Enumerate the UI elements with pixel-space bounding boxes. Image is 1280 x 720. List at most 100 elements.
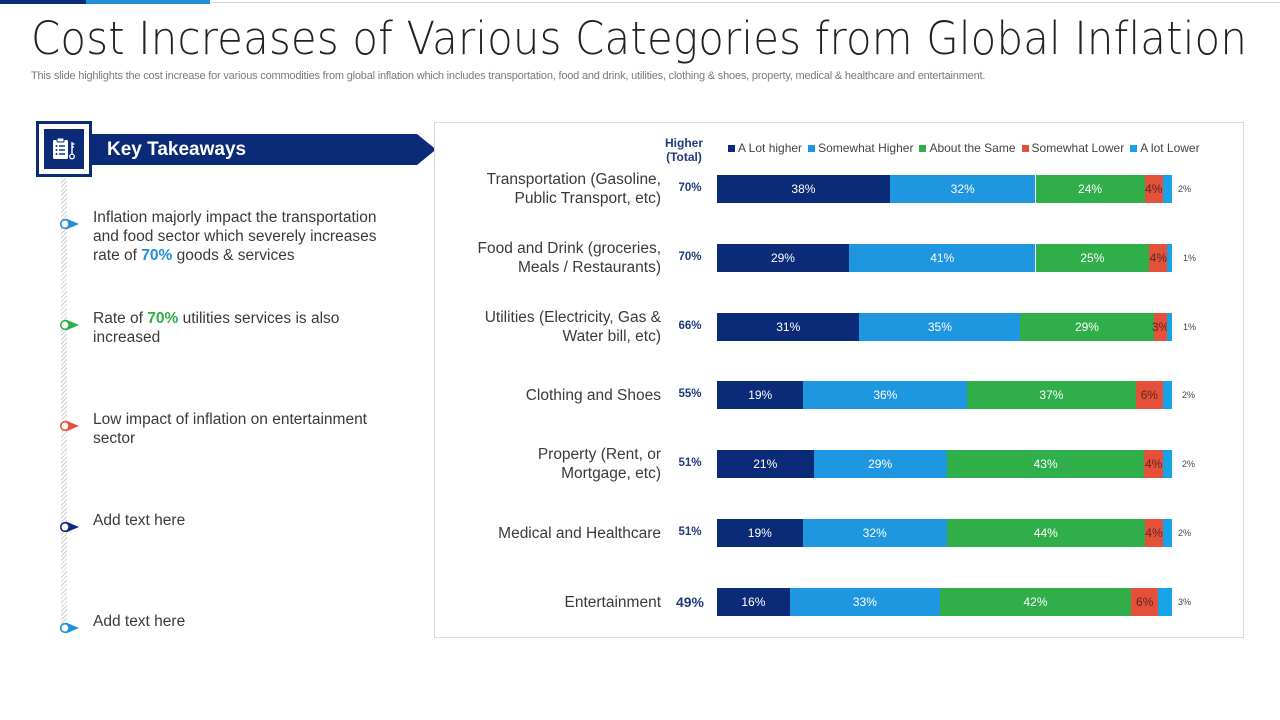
bar-segment: 16% (717, 588, 790, 616)
takeaway-highlight: 70% (147, 310, 179, 327)
bar-value-label: 6% (1136, 595, 1154, 609)
page-title: Cost Increases of Various Categories fro… (31, 12, 1248, 65)
bar-value-label: 32% (950, 182, 975, 196)
bar-segment: 42% (939, 588, 1132, 616)
takeaway-text-part: Add text here (93, 613, 186, 630)
chart-frame (434, 122, 1244, 638)
takeaway-text-part: utilities services is also increased (93, 310, 340, 346)
bar-value-label: 25% (1080, 251, 1105, 265)
total-label: 49% (675, 594, 705, 610)
bar-segment: 6% (1131, 588, 1159, 616)
legend-item: A lot Lower (1130, 141, 1200, 155)
takeaway-highlight: 70% (141, 247, 173, 264)
takeaway-text-part: Add text here (93, 512, 186, 529)
bar-value-label-outside: 2% (1178, 528, 1192, 538)
bar-value-label: 6% (1140, 388, 1158, 402)
takeaway-text: Add text here (93, 612, 393, 631)
total-label: 51% (678, 457, 702, 469)
legend-swatch (808, 144, 816, 152)
arrow-marker-icon (59, 622, 79, 634)
bar-value-label: 42% (1023, 595, 1048, 609)
bar-value-label: 44% (1033, 526, 1058, 540)
bar-value-label: 16% (741, 595, 766, 609)
category-label: Property (Rent, or Mortgage, etc) (537, 446, 661, 482)
bar-value-label: 19% (747, 526, 772, 540)
legend-item: Somewhat Higher (808, 141, 913, 155)
bar-value-label: 37% (1039, 388, 1064, 402)
takeaway-text: Inflation majorly impact the transportat… (93, 208, 393, 265)
bar-value-label: 41% (930, 251, 955, 265)
category-label: Utilities (Electricity, Gas & Water bill,… (484, 309, 661, 345)
takeaways-timeline (61, 178, 67, 630)
bar-value-label: 31% (776, 320, 801, 334)
arrow-marker-icon (59, 218, 79, 230)
total-label: 55% (678, 388, 702, 400)
bar-value-label: 4% (1145, 182, 1163, 196)
legend-label: A lot Lower (1140, 141, 1200, 155)
top-divider (210, 2, 1280, 3)
bar-value-label: 4% (1149, 251, 1168, 265)
higher-total-header: Higher (Total) (664, 136, 703, 164)
bar-segment: 32% (802, 519, 947, 547)
bar-value-label: 36% (873, 388, 898, 402)
takeaway-text-part: goods & services (172, 247, 295, 264)
takeaway-text-part: Low impact of inflation on entertainment… (93, 411, 367, 447)
bar-segment: 4% (1144, 450, 1163, 478)
total-label: 70% (678, 182, 702, 194)
takeaway-text: Low impact of inflation on entertainment… (93, 410, 393, 448)
total-label: 70% (678, 251, 702, 263)
bar-segment (1167, 313, 1172, 341)
arrow-marker-icon (59, 420, 79, 432)
bar-segment: 31% (717, 313, 860, 341)
legend-label: A Lot higher (738, 141, 803, 155)
bar-segment: 6% (1135, 381, 1163, 409)
bar-segment: 4% (1149, 244, 1168, 272)
takeaway-text: Add text here (93, 511, 393, 530)
bar-value-label: 4% (1145, 526, 1163, 540)
page-subtitle: This slide highlights the cost increase … (31, 70, 986, 82)
bar-value-label: 19% (748, 388, 773, 402)
bar-value-label: 43% (1033, 457, 1058, 471)
clipboard-key-icon (44, 129, 84, 169)
legend-item: About the Same (919, 141, 1016, 155)
bar-value-label: 33% (852, 595, 877, 609)
bar-segment (1167, 244, 1172, 272)
bar-segment: 37% (967, 381, 1136, 409)
bar-segment: 21% (717, 450, 814, 478)
legend-label: Somewhat Lower (1031, 141, 1125, 155)
category-label: Clothing and Shoes (525, 386, 661, 404)
bar-segment: 29% (717, 244, 849, 272)
bar-segment: 3% (1151, 313, 1170, 341)
bar-value-label: 35% (927, 320, 952, 334)
bar-value-label: 24% (1078, 182, 1103, 196)
bar-value-label: 3% (1151, 320, 1170, 334)
bar-segment: 32% (889, 175, 1036, 203)
arrow-marker-icon (59, 319, 79, 331)
bar-value-label-outside: 2% (1182, 390, 1196, 400)
bar-segment: 4% (1144, 519, 1163, 547)
legend-label: Somewhat Higher (818, 141, 914, 155)
bar-segment: 35% (859, 313, 1021, 341)
chart-legend: A Lot higher Somewhat Higher About the Sam… (728, 141, 1206, 155)
bar-segment: 29% (1020, 313, 1154, 341)
legend-item: Somewhat Lower (1021, 141, 1125, 155)
bar-segment: 44% (946, 519, 1145, 547)
bar-value-label-outside: 2% (1182, 459, 1196, 469)
top-accent-bar-dark (0, 0, 86, 4)
category-label: Entertainment (564, 593, 662, 611)
takeaway-text-part: Rate of (93, 310, 148, 327)
legend-swatch (1130, 144, 1138, 152)
key-takeaways-title: Key Takeaways (107, 139, 247, 160)
category-label: Medical and Healthcare (498, 524, 661, 542)
bar-value-label: 29% (1074, 320, 1099, 334)
bar-segment: 25% (1035, 244, 1150, 272)
bar-value-label: 32% (862, 526, 887, 540)
legend-item: A Lot higher (728, 141, 802, 155)
legend-swatch (1021, 144, 1029, 152)
bar-segment: 33% (789, 588, 940, 616)
bar-segment (1162, 450, 1172, 478)
bar-segment: 29% (813, 450, 947, 478)
takeaway-text-part: Inflation majorly impact the transportat… (93, 209, 377, 264)
total-label: 66% (678, 320, 702, 332)
bar-value-label-outside: 3% (1178, 597, 1192, 607)
